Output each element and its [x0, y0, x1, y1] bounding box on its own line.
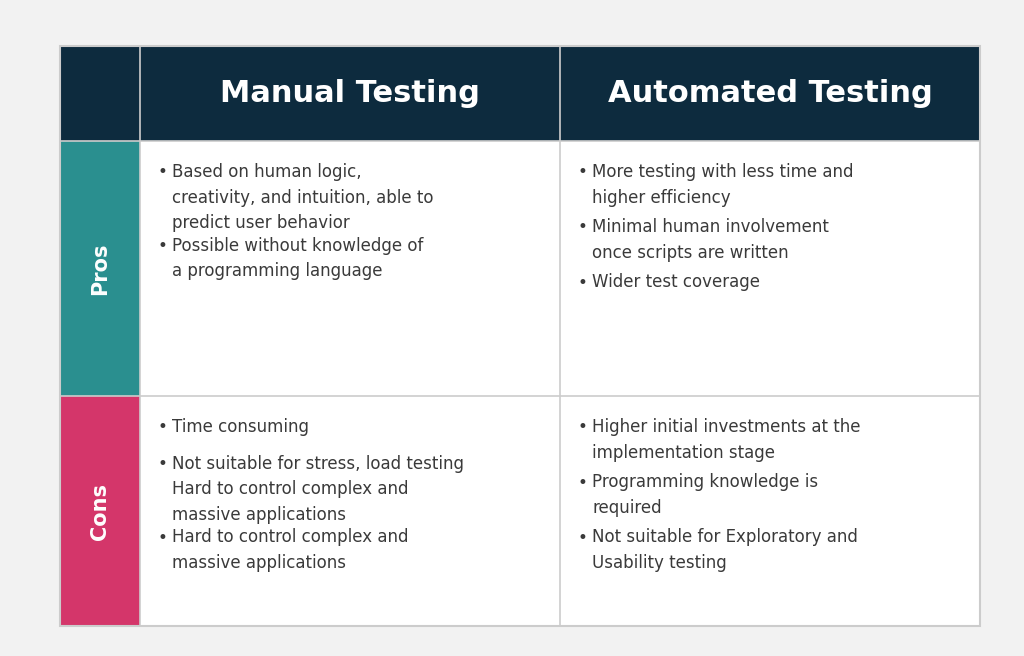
Text: •: •: [578, 218, 588, 237]
Text: Cons: Cons: [90, 483, 110, 539]
Text: Based on human logic,
creativity, and intuition, able to
predict user behavior: Based on human logic, creativity, and in…: [172, 163, 433, 232]
Text: Programming knowledge is
required: Programming knowledge is required: [592, 473, 818, 517]
Text: Not suitable for stress, load testing
Hard to control complex and
massive applic: Not suitable for stress, load testing Ha…: [172, 455, 464, 524]
Text: Higher initial investments at the
implementation stage: Higher initial investments at the implem…: [592, 418, 860, 462]
Text: •: •: [578, 274, 588, 292]
Text: •: •: [578, 419, 588, 436]
Text: Wider test coverage: Wider test coverage: [592, 274, 760, 291]
Text: More testing with less time and
higher efficiency: More testing with less time and higher e…: [592, 163, 853, 207]
Text: Manual Testing: Manual Testing: [220, 79, 480, 108]
Text: Automated Testing: Automated Testing: [607, 79, 933, 108]
Text: •: •: [158, 163, 168, 181]
Text: Not suitable for Exploratory and
Usability testing: Not suitable for Exploratory and Usabili…: [592, 528, 858, 572]
Text: Hard to control complex and
massive applications: Hard to control complex and massive appl…: [172, 528, 409, 572]
Bar: [60, 46, 980, 141]
Bar: [60, 396, 140, 626]
Text: •: •: [158, 455, 168, 473]
Text: •: •: [578, 474, 588, 491]
Text: Time consuming: Time consuming: [172, 418, 309, 436]
Bar: [60, 46, 980, 626]
Text: •: •: [158, 529, 168, 546]
Text: Minimal human involvement
once scripts are written: Minimal human involvement once scripts a…: [592, 218, 828, 262]
Text: Pros: Pros: [90, 242, 110, 295]
Text: •: •: [578, 529, 588, 546]
Text: Possible without knowledge of
a programming language: Possible without knowledge of a programm…: [172, 237, 423, 281]
Bar: [60, 46, 980, 626]
Text: •: •: [158, 419, 168, 436]
Text: •: •: [158, 237, 168, 255]
Bar: [60, 141, 140, 396]
Text: •: •: [578, 163, 588, 181]
